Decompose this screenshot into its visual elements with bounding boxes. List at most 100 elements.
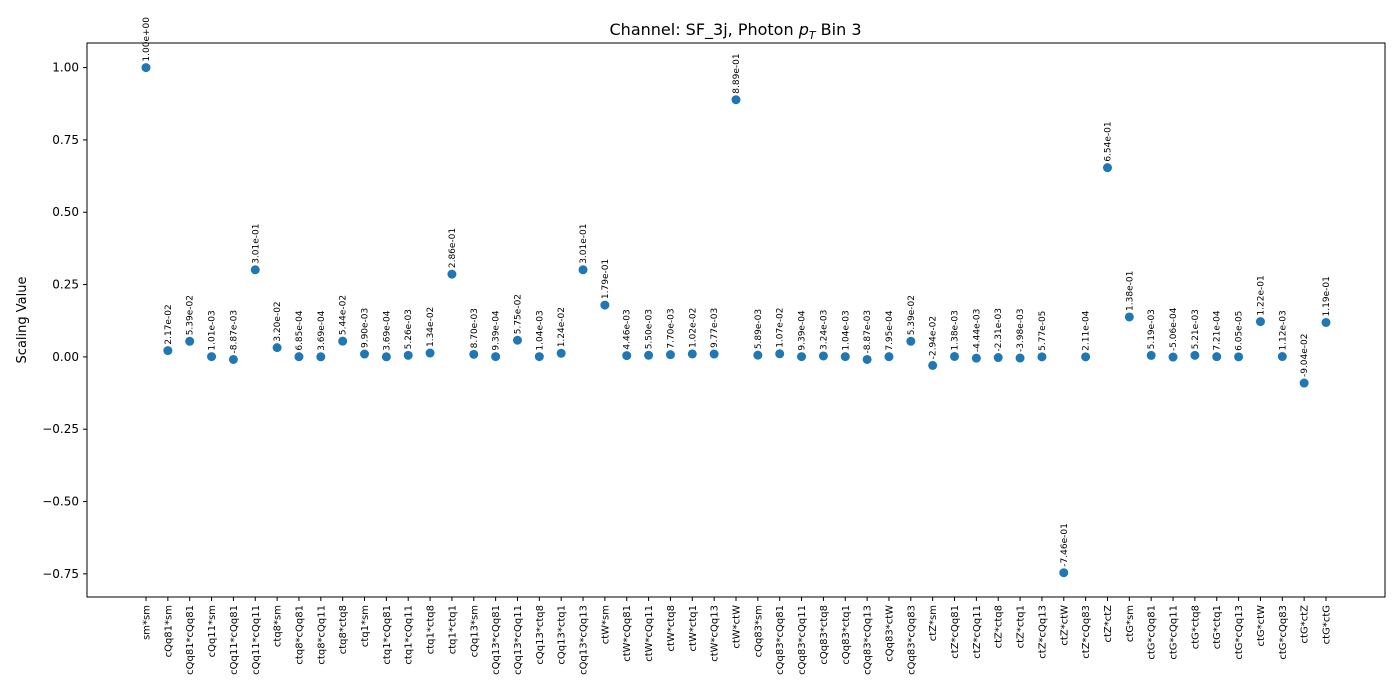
x-tick-label: cQq11*cQq11 — [251, 605, 262, 675]
data-point — [687, 349, 697, 359]
data-point — [753, 350, 763, 360]
data-point — [1102, 163, 1112, 173]
data-label: -8.87e-03 — [863, 310, 873, 354]
data-label: 5.19e-03 — [1147, 309, 1157, 349]
data-point — [644, 350, 654, 360]
data-point — [1277, 352, 1287, 362]
data-point — [950, 351, 960, 361]
data-label: -8.87e-03 — [229, 310, 239, 354]
data-points — [141, 63, 1331, 578]
x-tick-label: cQq83*cQq83 — [906, 605, 917, 675]
x-tick-label: ctZ*cQq13 — [1037, 605, 1048, 659]
data-point — [906, 336, 916, 346]
y-axis-label: Scaling Value — [15, 277, 30, 364]
data-label: 1.00e+00 — [142, 17, 152, 62]
data-label: 7.21e-04 — [1213, 310, 1223, 351]
x-tick-label: cQq11*sm — [207, 605, 218, 657]
chart-title-prefix: Channel: SF_3j, Photon — [610, 20, 799, 40]
data-point — [1299, 378, 1309, 388]
x-tick-label: ctq8*cQq81 — [294, 605, 305, 665]
data-point — [338, 336, 348, 346]
x-tick-label: cQq13*ctq1 — [557, 605, 568, 665]
x-tick-label: ctq1*ctq8 — [426, 605, 437, 654]
data-point — [1037, 352, 1047, 362]
data-point — [1059, 568, 1069, 578]
x-tick-label: ctG*cQq81 — [1147, 605, 1158, 660]
data-label: 4.46e-03 — [623, 309, 633, 349]
data-label: 5.75e-02 — [513, 294, 523, 334]
data-point — [294, 352, 304, 362]
data-point — [141, 63, 151, 73]
data-label: 3.69e-04 — [317, 310, 327, 351]
x-tick-label: ctW*ctW — [732, 605, 743, 649]
x-tick-label: ctZ*cQq11 — [972, 605, 983, 659]
data-label: 1.38e-03 — [951, 310, 961, 350]
x-tick-label: cQq11*cQq81 — [229, 605, 240, 675]
x-tick-label: ctG*ctq1 — [1212, 605, 1223, 649]
data-point — [163, 346, 173, 356]
data-point — [797, 352, 807, 362]
data-label: 2.17e-02 — [164, 304, 174, 344]
data-label: 2.11e-04 — [1082, 310, 1092, 351]
data-label: 9.90e-03 — [361, 308, 371, 348]
data-label: 1.38e-01 — [1125, 271, 1135, 311]
chart-title-math: p — [798, 20, 809, 39]
x-tick-label: ctZ*ctW — [1059, 605, 1070, 646]
data-point — [425, 348, 435, 358]
data-label: 5.44e-02 — [339, 295, 349, 335]
x-tick-label: ctZ*sm — [928, 605, 939, 641]
y-tick-label: 0.00 — [52, 350, 79, 364]
data-point — [709, 349, 719, 359]
data-point — [1146, 350, 1156, 360]
x-tick-label: cQq83*ctq8 — [819, 605, 830, 665]
data-label: 8.89e-01 — [732, 53, 742, 93]
data-label: 2.86e-01 — [448, 228, 458, 268]
x-tick-label: ctq1*cQq81 — [382, 605, 393, 665]
x-tick-label: ctq8*ctq8 — [338, 605, 349, 654]
data-label: 5.50e-03 — [645, 309, 655, 349]
x-tick-label: ctG*cQq83 — [1278, 605, 1289, 660]
data-label: 9.39e-04 — [492, 310, 502, 351]
data-label: -2.94e-02 — [929, 316, 939, 360]
plot-frame — [86, 42, 1386, 598]
x-tick-label: ctZ*cQq83 — [1081, 605, 1092, 659]
data-point — [360, 349, 370, 359]
data-point — [928, 360, 938, 370]
data-point — [731, 95, 741, 105]
data-point — [316, 352, 326, 362]
data-label: 5.89e-03 — [754, 309, 764, 349]
data-point — [1212, 352, 1222, 362]
data-label: 7.95e-04 — [885, 310, 895, 351]
x-tick-label: cQq83*cQq13 — [863, 605, 874, 675]
data-labels: 1.00e+00 2.17e-02 5.39e-02 1.01e-03 -8.87e-0… — [142, 17, 1332, 567]
data-label: 1.79e-01 — [601, 259, 611, 299]
x-tick-label: cQq81*sm — [163, 605, 174, 657]
data-label: 5.77e-05 — [1038, 311, 1048, 351]
x-tick-label: ctW*cQq11 — [644, 605, 655, 662]
data-label: -4.44e-03 — [972, 309, 982, 353]
data-label: -3.98e-03 — [1016, 309, 1026, 353]
x-tick-label: ctZ*ctZ — [1103, 605, 1114, 643]
chart-title-suffix: Bin 3 — [816, 20, 862, 39]
x-tick-label: cQq13*cQq13 — [579, 605, 590, 675]
data-point — [775, 349, 785, 359]
data-point — [1168, 352, 1178, 362]
x-tick-label: ctG*cQq13 — [1234, 605, 1245, 660]
data-label: 1.04e-03 — [535, 310, 545, 350]
data-label: 6.85e-04 — [295, 310, 305, 351]
chart-title-math-sub: T — [809, 29, 817, 42]
data-label: -9.04e-02 — [1300, 334, 1310, 378]
data-point — [1190, 350, 1200, 360]
x-tick-label: ctG*ctq8 — [1190, 605, 1201, 649]
data-label: 9.39e-04 — [798, 310, 808, 351]
data-point — [556, 348, 566, 358]
chart-title: Channel: SF_3j, Photon pT Bin 3 — [610, 20, 862, 42]
x-tick-label: ctG*ctG — [1322, 605, 1333, 644]
x-tick-label: ctG*cQq11 — [1169, 605, 1180, 660]
data-point — [381, 352, 391, 362]
data-label: 1.34e-02 — [426, 307, 436, 347]
data-point — [840, 352, 850, 362]
data-point — [622, 351, 632, 361]
x-tick-label: cQq83*ctW — [884, 605, 895, 662]
